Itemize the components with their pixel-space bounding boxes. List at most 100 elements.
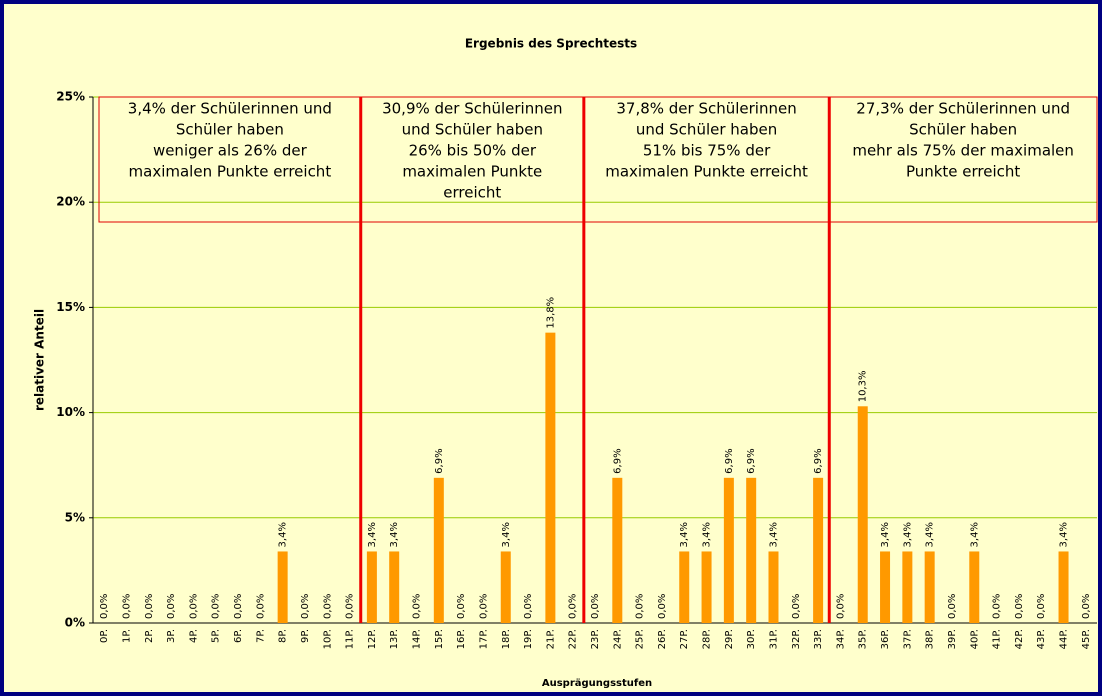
x-tick-label: 2P. (144, 629, 155, 643)
x-tick-label: 9P. (300, 629, 311, 643)
x-tick-label: 41P. (992, 629, 1003, 649)
annotation-text: maximalen Punkte erreicht (605, 163, 808, 181)
value-label: 3,4% (278, 522, 289, 547)
value-label: 0,0% (345, 594, 356, 619)
bar (746, 477, 757, 623)
value-label: 3,4% (389, 522, 400, 547)
y-tick-label: 10% (56, 405, 85, 419)
bar (880, 551, 891, 623)
x-axis-label: Ausprägungsstufen (542, 678, 652, 689)
x-tick-label: 16P. (456, 629, 467, 649)
x-tick-label: 30P. (746, 629, 757, 649)
annotation-frame (98, 96, 1098, 223)
value-label: 0,0% (99, 594, 110, 619)
value-label: 3,4% (969, 522, 980, 547)
y-tick-label: 5% (65, 510, 85, 524)
annotation-text: 3,4% der Schülerinnen und (128, 100, 332, 118)
value-label: 0,0% (456, 594, 467, 619)
value-label: 13,8% (545, 297, 556, 329)
x-tick-label: 0P. (99, 629, 110, 643)
x-tick-label: 6P. (233, 629, 244, 643)
x-tick-label: 26P. (657, 629, 668, 649)
x-tick-label: 25P. (635, 629, 646, 649)
value-label: 0,0% (322, 594, 333, 619)
bar (612, 477, 623, 623)
bar (545, 332, 556, 623)
value-label: 0,0% (166, 594, 177, 619)
value-label: 0,0% (947, 594, 958, 619)
bar (857, 406, 868, 623)
bar (1058, 551, 1069, 623)
annotation-text: 26% bis 50% der (409, 142, 537, 160)
x-tick-label: 27P. (679, 629, 690, 649)
value-label: 0,0% (300, 594, 311, 619)
x-tick-label: 17P. (478, 629, 489, 649)
value-label: 0,0% (523, 594, 534, 619)
value-label: 0,0% (568, 594, 579, 619)
value-label: 10,3% (858, 371, 869, 403)
x-tick-label: 42P. (1014, 629, 1025, 649)
x-tick-label: 12P. (367, 629, 378, 649)
x-tick-label: 39P. (947, 629, 958, 649)
annotation-text: 37,8% der Schülerinnen (616, 100, 796, 118)
bar (768, 551, 779, 623)
value-label: 0,0% (835, 594, 846, 619)
x-tick-label: 18P. (501, 629, 512, 649)
chart-title: Ergebnis des Sprechtests (465, 37, 637, 51)
value-label: 3,4% (902, 522, 913, 547)
bar (969, 551, 980, 623)
value-label: 0,0% (1014, 594, 1025, 619)
x-tick-label: 1P. (121, 629, 132, 643)
value-label: 0,0% (1036, 594, 1047, 619)
value-label: 3,4% (367, 522, 378, 547)
value-label: 6,9% (612, 448, 623, 473)
value-label: 0,0% (791, 594, 802, 619)
y-tick-label: 0% (65, 616, 85, 630)
x-tick-label: 29P. (724, 629, 735, 649)
value-label: 3,4% (925, 522, 936, 547)
value-label: 6,9% (434, 448, 445, 473)
value-label: 0,0% (590, 594, 601, 619)
bar (500, 551, 511, 623)
value-label: 0,0% (635, 594, 646, 619)
x-tick-label: 3P. (166, 629, 177, 643)
x-tick-label: 24P. (612, 629, 623, 649)
x-tick-label: 22P. (568, 629, 579, 649)
value-label: 3,4% (1059, 522, 1070, 547)
annotation-text: Schüler haben (176, 121, 284, 139)
x-tick-label: 4P. (188, 629, 199, 643)
x-tick-label: 33P. (813, 629, 824, 649)
value-label: 0,0% (211, 594, 222, 619)
x-tick-label: 19P. (523, 629, 534, 649)
x-tick-label: 37P. (902, 629, 913, 649)
value-label: 6,9% (724, 448, 735, 473)
x-tick-label: 31P. (768, 629, 779, 649)
value-label: 6,9% (813, 448, 824, 473)
value-label: 3,4% (880, 522, 891, 547)
annotation-text: 27,3% der Schülerinnen und (856, 100, 1070, 118)
x-tick-label: 14P. (412, 629, 423, 649)
x-tick-label: 13P. (389, 629, 400, 649)
x-tick-label: 15P. (434, 629, 445, 649)
annotation-text: weniger als 26% der (153, 142, 308, 160)
value-label: 3,4% (702, 522, 713, 547)
x-tick-label: 21P. (545, 629, 556, 649)
value-label: 0,0% (992, 594, 1003, 619)
value-label: 3,4% (679, 522, 690, 547)
value-label: 6,9% (746, 448, 757, 473)
x-tick-label: 10P. (322, 629, 333, 649)
value-label: 0,0% (121, 594, 132, 619)
x-tick-label: 7P. (255, 629, 266, 643)
annotation-text: 30,9% der Schülerinnen (382, 100, 562, 118)
annotation-text: mehr als 75% der maximalen (852, 142, 1074, 160)
value-label: 0,0% (478, 594, 489, 619)
value-label: 0,0% (144, 594, 155, 619)
bar (924, 551, 935, 623)
x-tick-label: 23P. (590, 629, 601, 649)
annotation-text: und Schüler haben (636, 121, 777, 139)
x-tick-label: 40P. (969, 629, 980, 649)
bar (366, 551, 377, 623)
annotation-text: maximalen Punkte erreicht (129, 163, 332, 181)
x-tick-label: 5P. (211, 629, 222, 643)
